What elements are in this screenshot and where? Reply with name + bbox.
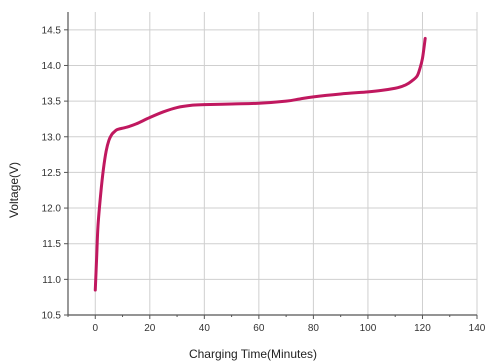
y-tick-label: 12.5: [42, 168, 62, 179]
y-tick-label: 11.0: [42, 275, 61, 286]
y-tick-label: 10.5: [42, 311, 62, 322]
voltage-series-line: [93, 36, 427, 292]
x-tick-label: 140: [469, 323, 486, 334]
y-tick-label: 13.5: [42, 97, 62, 108]
y-tick-label: 12.0: [42, 204, 62, 215]
y-tick-label: 14.5: [42, 25, 62, 36]
grid-lines: [68, 12, 478, 316]
x-tick-label: 80: [308, 323, 320, 334]
x-axis-title: Charging Time(Minutes): [189, 347, 317, 361]
x-axis-ticks: 0 20 40 60 80 100 120 140: [67, 315, 486, 334]
y-tick-label: 11.5: [42, 239, 61, 250]
y-axis-ticks: 10.5 11.0 11.5 12.0 12.5 13.0 13.5 14.0 14.5: [42, 25, 68, 322]
x-tick-label: 60: [253, 323, 265, 334]
axes: [67, 12, 477, 316]
y-axis-title: Voltage(V): [7, 162, 21, 218]
x-tick-label: 100: [360, 323, 377, 334]
x-tick-label: 0: [92, 323, 98, 334]
x-tick-label: 20: [144, 323, 156, 334]
x-tick-label: 40: [199, 323, 211, 334]
y-tick-label: 13.0: [42, 132, 62, 143]
x-tick-label: 120: [414, 323, 431, 334]
series-group: [93, 36, 427, 292]
y-tick-label: 14.0: [42, 61, 62, 72]
